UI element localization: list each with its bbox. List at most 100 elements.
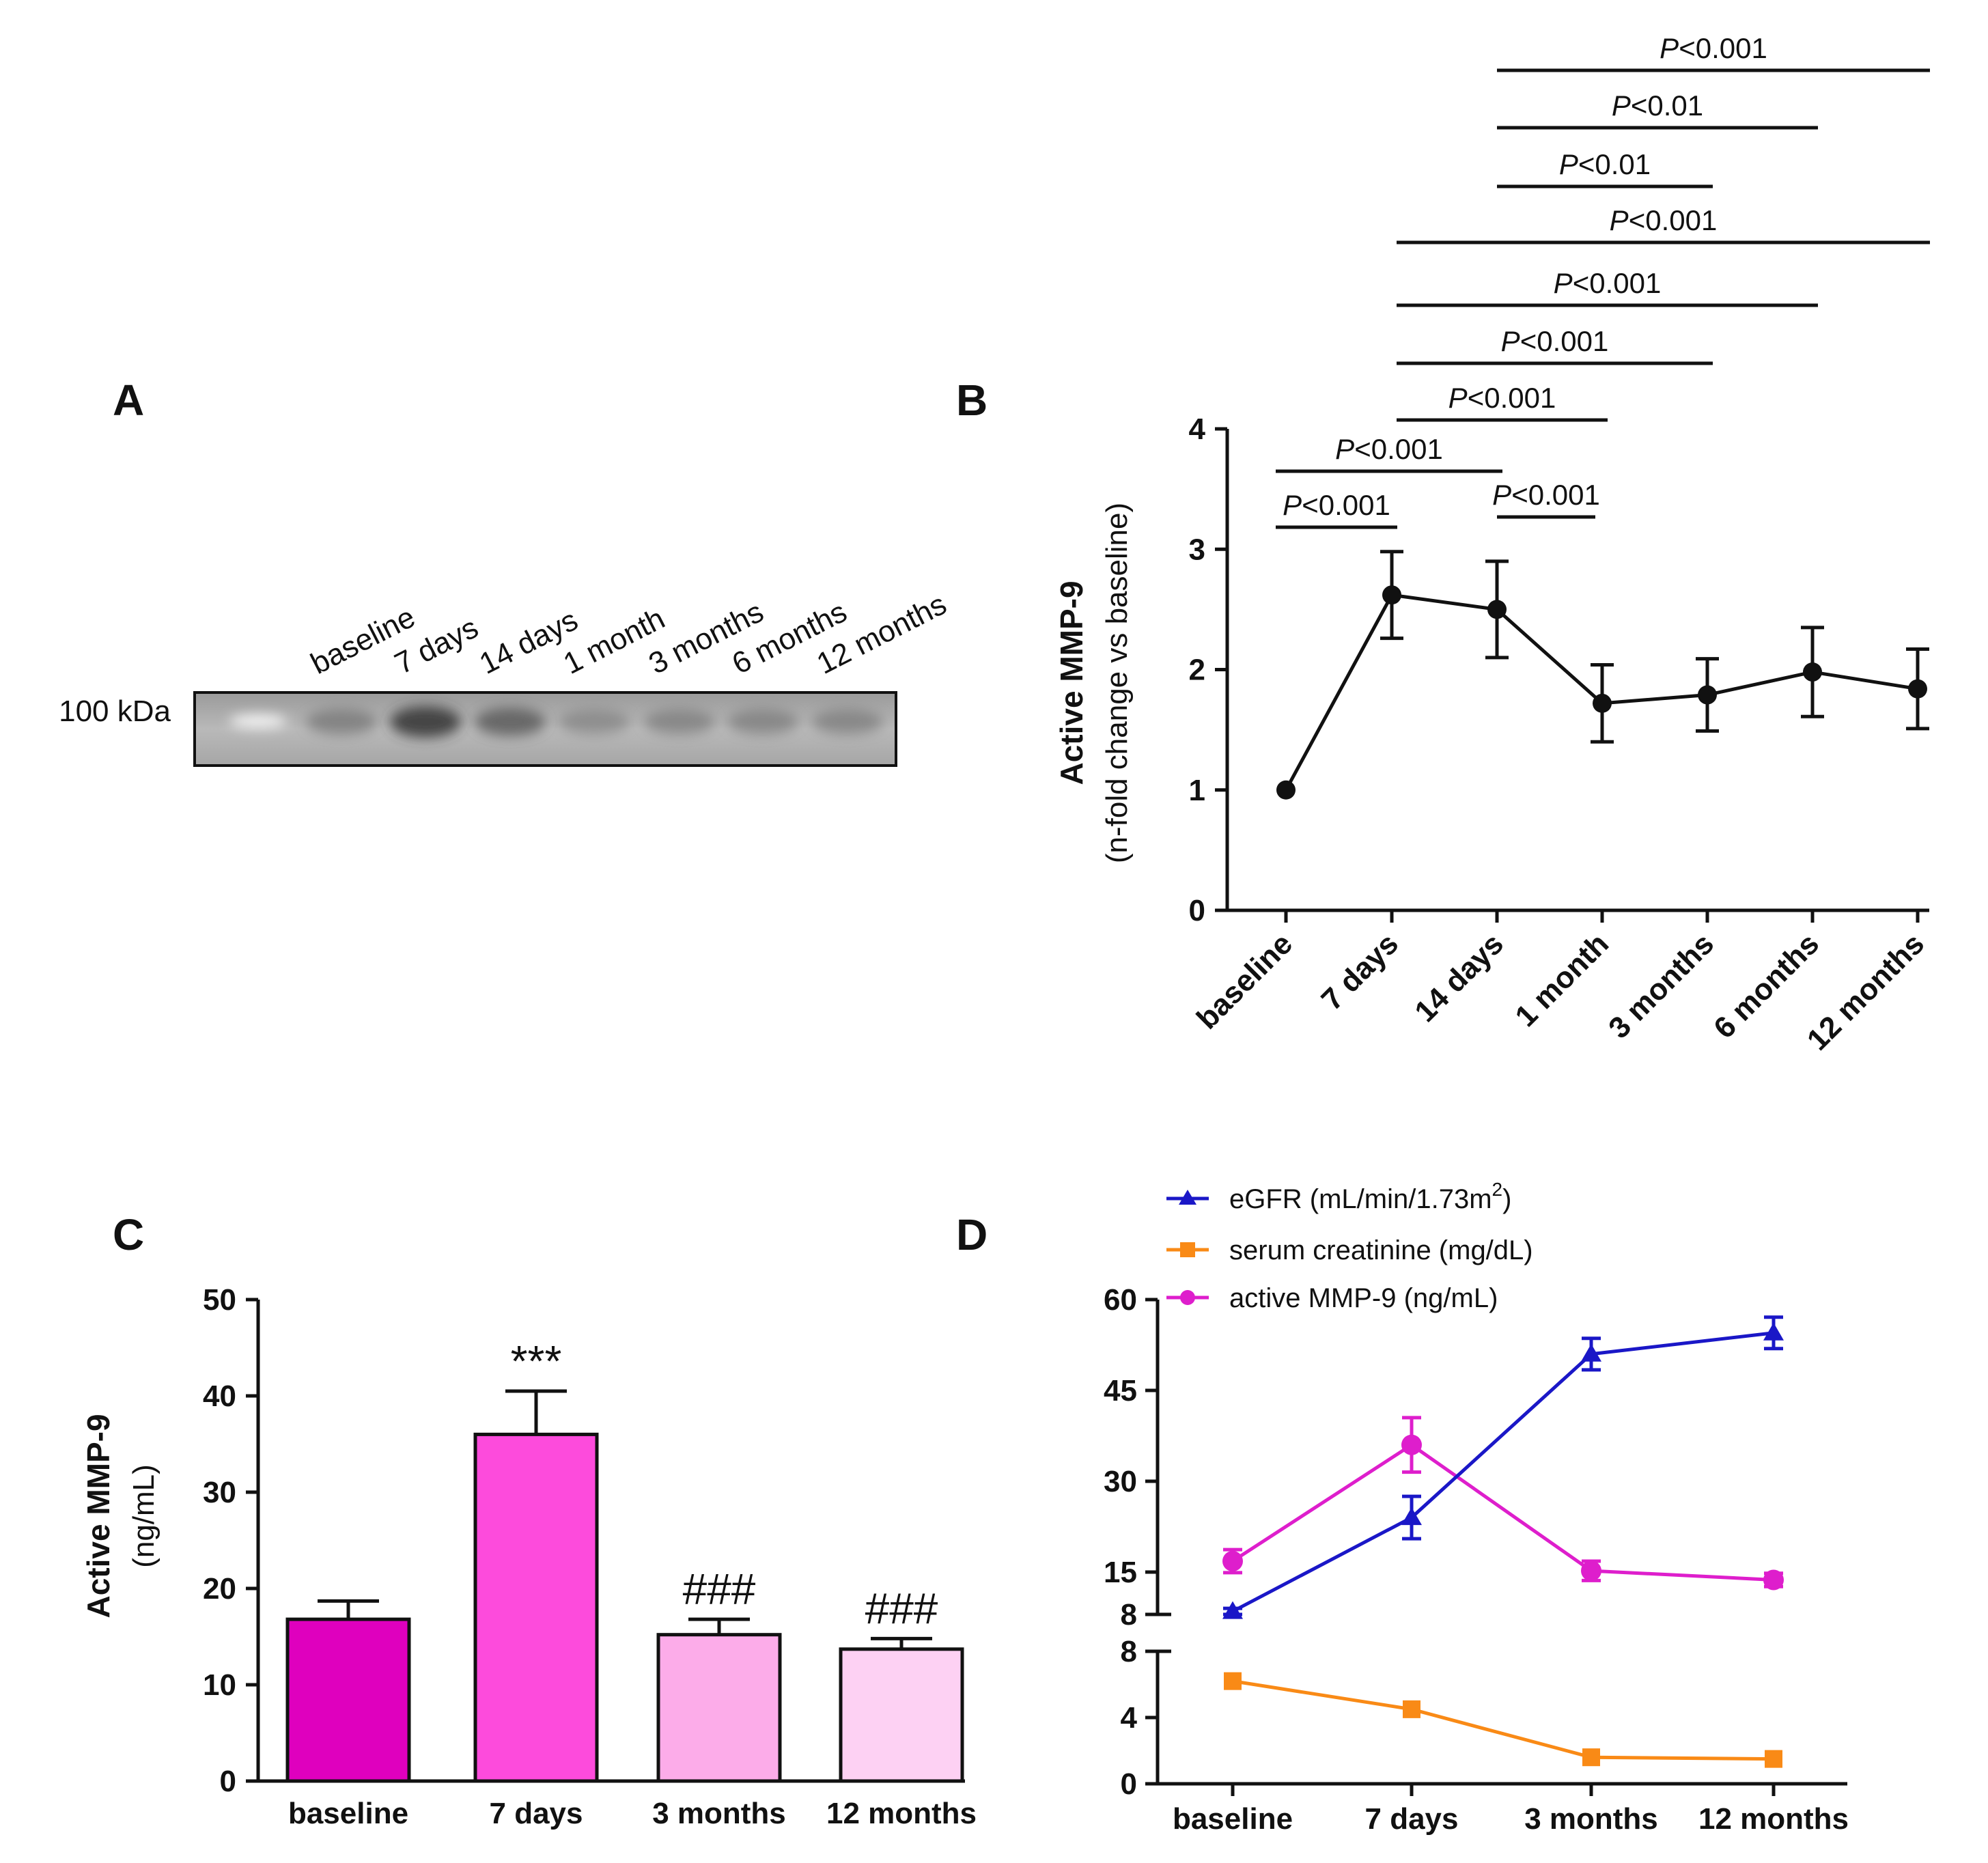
panel-d-data-point (1401, 1434, 1422, 1455)
panel-d-y-tick-label: 60 (1104, 1283, 1137, 1317)
panel-d-legend-marker (1179, 1190, 1196, 1205)
blot-band (306, 709, 377, 735)
panel-b-significance-label: P<0.001 (1610, 204, 1718, 236)
panel-d-legend-name: eGFR (mL/min/1.73m (1229, 1184, 1492, 1214)
panel-b-significance-label: P<0.001 (1448, 382, 1556, 414)
panel-b-significance-value: <0.01 (1631, 89, 1703, 122)
panel-d-data-point (1403, 1700, 1420, 1718)
blot-band (390, 706, 461, 738)
panel-b-significance-value: <0.001 (1354, 433, 1443, 465)
panel-d-legend-name: serum creatinine (mg/dL) (1229, 1235, 1533, 1265)
panel-d-series-line (1231, 1442, 1774, 1582)
panel-label-d: D (956, 1210, 988, 1259)
panel-b-significance-p: P (1335, 433, 1354, 465)
panel-b-x-tick-label: baseline (1190, 927, 1299, 1035)
panel-b-y-tick-label: 2 (1189, 654, 1205, 687)
panel-b-significance-value: <0.001 (1511, 479, 1600, 511)
panel-d-data-point (1763, 1322, 1784, 1341)
panel-b-significance-value: <0.001 (1629, 204, 1718, 236)
panel-c-y-tick-label: 0 (220, 1765, 236, 1798)
blot-band (475, 708, 546, 736)
panel-c-annotation: ### (865, 1584, 938, 1633)
panel-b-significance-label: P<0.001 (1554, 267, 1662, 299)
panel-b-significance-label: P<0.001 (1492, 479, 1600, 511)
panel-c-x-tick-label: 7 days (490, 1797, 583, 1830)
panel-b-x-tick-label: 14 days (1408, 927, 1510, 1028)
panel-d-legend-marker (1180, 1290, 1195, 1305)
panel-b-y-axis-title: Active MMP-9 (1054, 580, 1089, 785)
panel-b-significance-p: P (1612, 89, 1631, 122)
panel-c-y-axis-title: Active MMP-9 (81, 1414, 116, 1618)
panel-b-y-tick-label: 4 (1189, 412, 1206, 446)
blot-marker-label: 100 kDa (59, 695, 171, 728)
panel-b-significance-p: P (1492, 479, 1511, 511)
panel-d-x-tick-label: 7 days (1365, 1802, 1459, 1836)
panel-b-data-point (1698, 685, 1717, 705)
panel-b-data-point (1276, 780, 1296, 800)
panel-c-bar (839, 1647, 964, 1783)
panel-b-data-point (1593, 693, 1612, 713)
panel-b-x-tick-label: 1 month (1509, 927, 1615, 1033)
panel-b-y-tick-label: 3 (1189, 533, 1205, 566)
panel-d-series-line (1232, 1679, 1774, 1761)
panel-b-significance-value: <0.001 (1468, 382, 1556, 414)
panel-d-y-tick-label: 4 (1121, 1701, 1138, 1735)
blot-band (812, 709, 883, 735)
blot-band (644, 709, 715, 735)
panel-b-y-axis-subtitle: (n-fold change vs baseline) (1100, 503, 1134, 863)
panel-d-x-tick-label: 12 months (1698, 1802, 1849, 1836)
panel-c-x-tick-label: 3 months (652, 1797, 786, 1830)
panel-b-y-tick-label: 1 (1189, 774, 1205, 807)
panel-d-x-tick-label: baseline (1173, 1802, 1293, 1836)
panel-d-y-tick-label: 0 (1121, 1767, 1137, 1801)
panel-b-significance-value: <0.001 (1520, 325, 1609, 357)
panel-b-significance-value: <0.001 (1679, 32, 1767, 64)
panel-c-bar-chart: 0 10 20 30 40 50 baseline 7 days 3 months 12 mont… (81, 1283, 977, 1830)
panel-b-significance-p: P (1283, 489, 1302, 521)
panel-label-b: B (956, 376, 988, 425)
panel-d-data-point (1222, 1550, 1243, 1571)
panel-c-y-tick-label: 10 (203, 1668, 236, 1702)
panel-c-bar (285, 1617, 411, 1783)
panel-b-significance-label: P<0.001 (1283, 489, 1390, 521)
panel-b-significance-p: P (1501, 325, 1520, 357)
panel-b-significance-p: P (1610, 204, 1629, 236)
panel-b-significance-p: P (1554, 267, 1573, 299)
panel-b-data-point (1803, 662, 1822, 682)
panel-b-significance-value: <0.001 (1302, 489, 1390, 521)
panel-d-legend-label: serum creatinine (mg/dL) (1229, 1235, 1533, 1265)
panel-b-x-tick-label: 7 days (1315, 927, 1405, 1017)
panel-d-legend-end: ) (1502, 1184, 1511, 1214)
panel-d-legend-marker (1180, 1242, 1195, 1257)
panel-c-bar (656, 1633, 782, 1783)
panel-c-y-tick-label: 20 (203, 1572, 236, 1606)
panel-b-significance-value: <0.01 (1578, 148, 1651, 180)
panel-d-data-point (1765, 1750, 1782, 1768)
panel-c-annotation: *** (511, 1336, 562, 1386)
panel-b-significance-p: P (1660, 32, 1679, 64)
panel-d-y-tick-label: 15 (1104, 1556, 1137, 1589)
panel-d-data-point (1763, 1569, 1784, 1591)
panel-b-significance-label: P<0.001 (1335, 433, 1443, 465)
panel-b-significance-p: P (1448, 382, 1468, 414)
panel-b-significance-label: P<0.001 (1501, 325, 1609, 357)
panel-d-y-tick-label: 45 (1104, 1374, 1137, 1407)
panel-c-x-tick-label: 12 months (826, 1797, 977, 1830)
panel-b-significance-label: P<0.01 (1559, 148, 1651, 180)
panel-d-y-tick-label: 30 (1104, 1465, 1137, 1498)
panel-d-legend-label: eGFR (mL/min/1.73m2) (1229, 1179, 1511, 1214)
panel-d-y-tick-label: 8 (1121, 1598, 1137, 1631)
panel-d-x-tick-label: 3 months (1524, 1802, 1658, 1836)
panel-c-y-tick-label: 50 (203, 1283, 236, 1317)
panel-b-data-point (1487, 600, 1507, 619)
panel-d-legend-label: active MMP-9 (ng/mL) (1229, 1283, 1498, 1313)
panel-d-legend-name: active MMP-9 (ng/mL) (1229, 1283, 1498, 1313)
panel-b-y-tick-label: 0 (1189, 894, 1205, 927)
panel-d-data-point (1582, 1748, 1600, 1767)
panel-c-y-tick-label: 30 (203, 1476, 236, 1509)
panel-d-data-point (1224, 1672, 1242, 1690)
panel-d-legend-sup: 2 (1492, 1179, 1503, 1200)
panel-c-y-axis-subtitle: (ng/mL) (127, 1464, 160, 1568)
